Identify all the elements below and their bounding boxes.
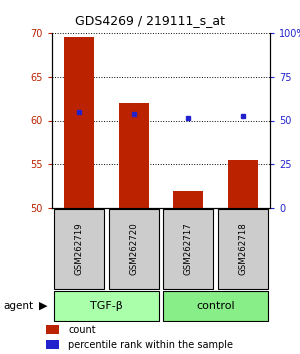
- Text: control: control: [196, 301, 235, 311]
- Text: GSM262718: GSM262718: [238, 223, 247, 275]
- Bar: [46, 340, 59, 349]
- Text: percentile rank within the sample: percentile rank within the sample: [68, 340, 233, 350]
- Bar: [64, 38, 94, 208]
- Text: TGF-β: TGF-β: [90, 301, 123, 311]
- Bar: [228, 160, 258, 208]
- Bar: [46, 325, 59, 334]
- FancyBboxPatch shape: [218, 209, 268, 289]
- Bar: [119, 103, 149, 208]
- Text: ▶: ▶: [39, 301, 47, 311]
- Text: GSM262717: GSM262717: [184, 223, 193, 275]
- Text: count: count: [68, 325, 96, 335]
- FancyBboxPatch shape: [54, 291, 159, 321]
- FancyBboxPatch shape: [163, 209, 213, 289]
- Bar: [173, 190, 203, 208]
- Text: GSM262719: GSM262719: [75, 223, 84, 275]
- Text: agent: agent: [3, 301, 33, 311]
- FancyBboxPatch shape: [54, 209, 104, 289]
- Text: GSM262720: GSM262720: [129, 223, 138, 275]
- FancyBboxPatch shape: [163, 291, 268, 321]
- FancyBboxPatch shape: [109, 209, 159, 289]
- Text: GDS4269 / 219111_s_at: GDS4269 / 219111_s_at: [75, 14, 225, 27]
